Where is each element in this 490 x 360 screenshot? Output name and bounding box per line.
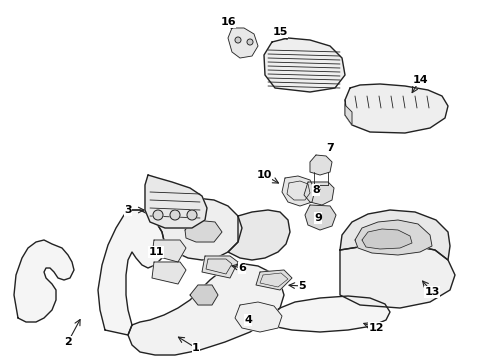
Text: 9: 9 (314, 213, 322, 223)
Polygon shape (282, 176, 315, 206)
Text: 1: 1 (192, 343, 200, 353)
Polygon shape (235, 302, 282, 332)
Polygon shape (190, 285, 218, 305)
Polygon shape (202, 256, 238, 278)
Polygon shape (185, 220, 222, 242)
Polygon shape (152, 262, 186, 284)
Text: 11: 11 (148, 247, 164, 257)
Polygon shape (98, 210, 165, 335)
Text: 14: 14 (412, 75, 428, 85)
Text: 7: 7 (326, 143, 334, 153)
Circle shape (153, 210, 163, 220)
Polygon shape (340, 210, 450, 260)
Polygon shape (14, 240, 74, 322)
Text: 12: 12 (368, 323, 384, 333)
Polygon shape (256, 270, 292, 290)
Polygon shape (145, 175, 207, 228)
Text: 4: 4 (244, 315, 252, 325)
Text: 13: 13 (424, 287, 440, 297)
Polygon shape (228, 28, 258, 58)
Text: 15: 15 (272, 27, 288, 37)
Polygon shape (345, 84, 448, 133)
Polygon shape (362, 229, 412, 249)
Text: 3: 3 (124, 205, 132, 215)
Polygon shape (355, 220, 432, 255)
Polygon shape (228, 210, 290, 260)
Polygon shape (148, 198, 242, 260)
Text: 6: 6 (238, 263, 246, 273)
Text: 10: 10 (256, 170, 271, 180)
Circle shape (235, 37, 241, 43)
Text: 16: 16 (220, 17, 236, 27)
Circle shape (170, 210, 180, 220)
Polygon shape (304, 182, 334, 205)
Text: 2: 2 (64, 337, 72, 347)
Text: 5: 5 (298, 281, 306, 291)
Polygon shape (152, 240, 186, 262)
Circle shape (247, 39, 253, 45)
Polygon shape (310, 155, 332, 175)
Polygon shape (268, 296, 390, 332)
Polygon shape (345, 100, 352, 125)
Polygon shape (305, 205, 336, 230)
Polygon shape (340, 244, 455, 308)
Circle shape (187, 210, 197, 220)
Polygon shape (264, 38, 345, 92)
Polygon shape (128, 264, 284, 355)
Text: 8: 8 (312, 185, 320, 195)
